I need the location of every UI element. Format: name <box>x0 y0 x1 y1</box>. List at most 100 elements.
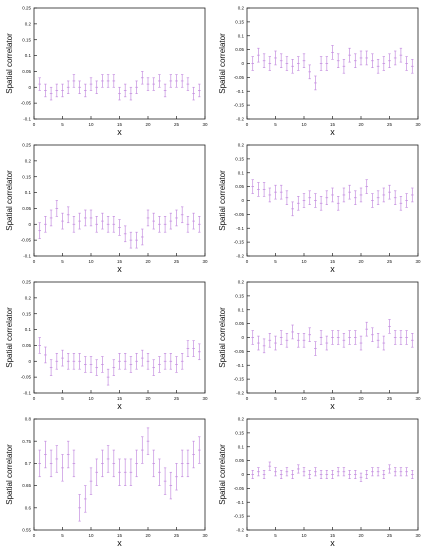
x-tick-label: 0 <box>246 533 249 538</box>
y-tick-label: -0.2 <box>236 528 244 533</box>
data-point <box>49 449 53 478</box>
data-point <box>112 449 116 478</box>
chart-panel-5: 0 5 10 15 20 25 30 0.25 0.2 0.15 0.1 0.05 0 -0.05 -0.1… <box>0 274 213 411</box>
data-point <box>411 58 414 74</box>
y-tick-label: 0 <box>28 222 31 227</box>
data-point <box>279 330 283 345</box>
y-tick-label: 0.2 <box>25 295 32 300</box>
y-tick-label: -0.05 <box>234 486 245 491</box>
x-axis-label: x <box>117 401 122 411</box>
x-tick-label: 5 <box>274 122 277 127</box>
data-point <box>84 83 87 98</box>
chart-svg-2: 0 5 10 15 20 25 30 0.2 0.15 0.1 0.05 0 -0.05 -0.1 -0.1… <box>218 6 421 137</box>
y-tick-label: 0.7 <box>25 461 32 466</box>
data-point <box>192 86 195 101</box>
y-tick-label: 0 <box>28 359 31 364</box>
y-axis-label: Spatial correlator <box>5 33 14 94</box>
y-tick-label: -0.05 <box>21 375 32 380</box>
y-tick-label: 0.15 <box>235 19 244 24</box>
y-tick-label: -0.1 <box>23 254 31 259</box>
data-point <box>257 47 260 63</box>
data-point <box>123 458 127 486</box>
data-point <box>84 485 87 513</box>
data-point <box>262 182 266 197</box>
data-point <box>61 349 64 367</box>
x-tick-label: 20 <box>358 259 364 264</box>
data-point <box>123 353 127 370</box>
data-point <box>152 449 155 478</box>
data-point <box>393 467 397 477</box>
y-tick-label: 0.6 <box>25 505 32 510</box>
x-tick-label: 15 <box>330 259 336 264</box>
data-point <box>279 184 283 200</box>
data-point <box>274 184 277 200</box>
data-point <box>388 184 391 200</box>
x-tick-label: 10 <box>301 396 307 401</box>
data-point <box>331 45 334 60</box>
data-point <box>331 330 334 345</box>
data-point <box>285 467 289 477</box>
x-tick-label: 5 <box>61 396 64 401</box>
data-point <box>72 449 76 478</box>
data-point <box>158 216 161 233</box>
data-point <box>84 356 87 373</box>
data-point <box>44 440 47 469</box>
data-point <box>405 467 408 477</box>
data-point <box>112 359 116 376</box>
data-point <box>274 467 277 477</box>
y-tick-label: 0.2 <box>238 417 245 422</box>
data-point <box>268 187 272 203</box>
y-tick-label: 0.05 <box>235 458 244 463</box>
data-point <box>152 212 155 230</box>
data-point <box>359 472 363 482</box>
y-tick-label: 0.2 <box>238 6 245 11</box>
y-tick-label: 0.1 <box>238 33 245 38</box>
data-point <box>141 436 144 464</box>
y-tick-label: 0.05 <box>235 321 244 326</box>
data-point <box>49 359 53 376</box>
data-point <box>66 206 70 224</box>
data-point <box>118 86 121 101</box>
data-point <box>169 353 173 370</box>
y-tick-label: 0.1 <box>238 307 245 312</box>
x-tick-label: 15 <box>117 396 123 401</box>
x-tick-label: 25 <box>387 259 393 264</box>
data-point <box>359 187 363 203</box>
data-point <box>72 216 76 233</box>
y-tick-label: 0.15 <box>22 37 31 42</box>
y-tick-label: 0.05 <box>22 343 31 348</box>
data-point <box>257 335 260 351</box>
data-point <box>257 467 260 477</box>
data-point <box>106 216 110 233</box>
x-tick-label: 15 <box>117 259 123 264</box>
chart-panel-8: 0 5 10 15 20 25 30 0.2 0.15 0.1 0.05 0 -0.05 -0.1 -0.1… <box>213 411 426 548</box>
data-point <box>359 50 363 66</box>
data-point <box>285 190 289 206</box>
y-axis-label: Spatial correlator <box>218 170 227 231</box>
data-point <box>354 469 357 480</box>
data-point <box>141 228 144 246</box>
data-point <box>72 353 76 370</box>
y-tick-label: 0.2 <box>25 158 32 163</box>
data-point <box>348 184 351 200</box>
y-tick-label: 0.1 <box>25 190 32 195</box>
x-axis-label: x <box>330 127 335 137</box>
data-point <box>112 216 116 233</box>
data-point <box>101 449 104 478</box>
x-tick-label: 0 <box>33 396 36 401</box>
data-point <box>55 83 59 98</box>
data-point <box>382 469 386 480</box>
data-point <box>405 193 408 208</box>
y-tick-label: -0.1 <box>236 226 244 231</box>
x-axis-label: x <box>330 264 335 274</box>
data-point <box>336 195 340 211</box>
y-tick-label: 0 <box>28 85 31 90</box>
data-point <box>175 209 178 227</box>
data-point <box>302 193 306 208</box>
data-point <box>285 332 289 348</box>
data-point <box>129 356 133 373</box>
y-tick-label: -0.05 <box>234 75 245 80</box>
data-point <box>251 330 254 345</box>
data-point <box>308 190 311 206</box>
y-tick-label: 0.05 <box>235 47 244 52</box>
